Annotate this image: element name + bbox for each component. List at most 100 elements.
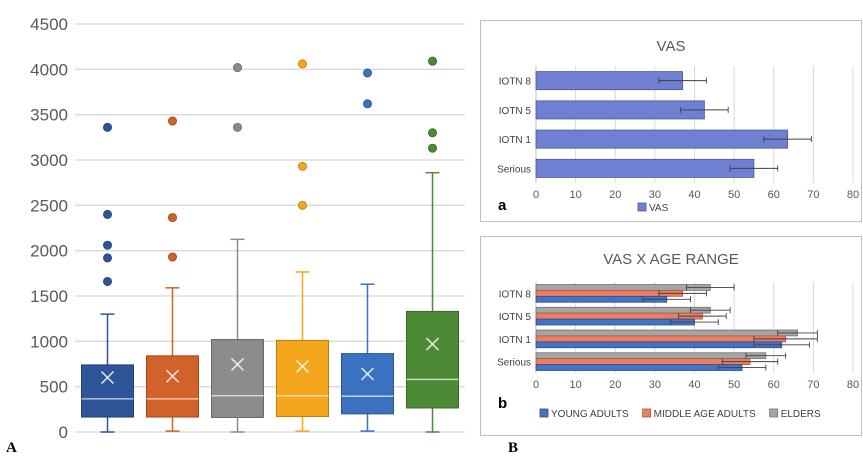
vas-age-range-bar-chart: VAS X AGE RANGE 0 10 20 30 40 50 60 70 80 IOTN 8 IO… — [497, 251, 859, 420]
box-group — [341, 68, 394, 432]
y-tick-label: 2500 — [30, 196, 68, 215]
vas-bar-chart: VAS 0 10 20 30 40 50 60 70 80 IOTN 8 IOTN 5 IOTN 1 Se… — [497, 38, 859, 214]
y-tick-label: 500 — [40, 378, 68, 397]
box-iqr — [341, 353, 394, 415]
outlier-point — [298, 161, 307, 171]
legend-label: VAS — [649, 203, 669, 214]
category-label: Serious — [497, 164, 531, 175]
x-tick-label: 10 — [570, 189, 582, 201]
x-tick-label: 30 — [649, 189, 661, 201]
x-tick-label: 70 — [807, 189, 819, 201]
x-tick-label: 10 — [570, 379, 582, 391]
outlier-point — [428, 143, 437, 153]
box-group — [406, 56, 459, 433]
bar — [535, 335, 787, 343]
y-tick-label: 4000 — [30, 60, 68, 79]
category-label: Serious — [497, 358, 531, 369]
y-tick-label: 3500 — [30, 106, 68, 125]
legend-swatch — [642, 408, 652, 418]
outlier-point — [168, 213, 177, 223]
chart-title: VAS — [657, 38, 686, 55]
y-tick-label: 1500 — [30, 287, 68, 306]
bar — [535, 129, 789, 149]
x-tick-label: 40 — [688, 379, 700, 391]
panel-label-a: A — [6, 440, 17, 456]
x-tick-label: 30 — [649, 379, 661, 391]
vas-chart-frame — [480, 20, 862, 222]
category-label: IOTN 8 — [499, 289, 532, 300]
category-label: IOTN 5 — [499, 106, 532, 117]
x-tick-label: 80 — [847, 189, 859, 201]
category-label: IOTN 1 — [499, 135, 532, 146]
legend-label: YOUNG ADULTS — [551, 409, 629, 420]
bar — [535, 284, 711, 291]
box-group — [211, 63, 264, 433]
box-iqr — [146, 355, 199, 418]
legend-swatch — [769, 408, 779, 418]
legend: VAS — [637, 202, 669, 214]
outlier-point — [233, 122, 242, 132]
category-label: IOTN 5 — [499, 312, 532, 323]
bar — [535, 306, 711, 314]
box-group — [276, 59, 329, 432]
x-tick-label: 50 — [728, 379, 740, 391]
outlier-point — [233, 63, 242, 73]
outlier-point — [103, 253, 112, 263]
x-tick-label: 80 — [847, 379, 859, 391]
mean-marker — [230, 357, 245, 372]
bar — [535, 329, 798, 337]
bar — [535, 158, 755, 178]
bar — [535, 341, 783, 349]
y-tick-label: 0 — [59, 423, 68, 442]
x-tick-label: 20 — [609, 379, 621, 391]
outlier-point — [363, 99, 372, 109]
box-plot-chart: 0 500 1000 1500 2000 2500 3000 3500 4000 4500 — [30, 15, 465, 442]
x-tick-label: 0 — [533, 379, 539, 391]
legend-swatch — [637, 202, 647, 212]
y-tick-label: 3000 — [30, 151, 68, 170]
mean-marker — [360, 367, 375, 381]
x-tick-label: 20 — [609, 189, 621, 201]
outlier-point — [168, 116, 177, 126]
legend: YOUNG ADULTS MIDDLE AGE ADULTS ELDERS — [539, 408, 821, 420]
box-iqr — [276, 339, 329, 418]
outlier-point — [298, 200, 307, 210]
outlier-point — [103, 240, 112, 250]
y-tick-label: 2000 — [30, 242, 68, 261]
y-tick-label: 4500 — [30, 15, 68, 34]
bar — [535, 312, 703, 320]
outlier-point — [298, 59, 307, 69]
x-tick-label: 60 — [768, 379, 780, 391]
x-tick-label: 0 — [533, 189, 539, 201]
outlier-point — [428, 56, 437, 66]
outlier-point — [363, 68, 372, 78]
category-label: IOTN 1 — [499, 335, 532, 346]
bar — [535, 364, 743, 371]
legend-label: ELDERS — [781, 409, 821, 420]
x-tick-label: 70 — [807, 379, 819, 391]
box-iqr — [406, 310, 459, 409]
outlier-point — [103, 276, 112, 286]
category-label: IOTN 8 — [499, 77, 532, 88]
mean-marker — [295, 359, 310, 373]
chart-title: VAS X AGE RANGE — [603, 251, 739, 268]
box-group — [146, 116, 199, 432]
bar — [535, 352, 767, 360]
mean-marker — [165, 369, 180, 383]
x-tick-label: 60 — [768, 189, 780, 201]
legend-label: MIDDLE AGE ADULTS — [654, 409, 756, 420]
outlier-point — [103, 122, 112, 132]
mean-marker — [100, 371, 115, 385]
outlier-point — [428, 128, 437, 138]
x-tick-label: 50 — [728, 189, 740, 201]
bar — [535, 358, 751, 365]
outlier-point — [168, 252, 177, 262]
panel-letter: a — [498, 197, 507, 214]
outlier-point — [103, 209, 112, 219]
box-group — [81, 122, 134, 433]
bar — [535, 100, 705, 120]
box-iqr — [211, 339, 264, 418]
mean-marker — [425, 337, 440, 351]
box-iqr — [81, 364, 134, 418]
panel-letter: b — [498, 395, 507, 412]
